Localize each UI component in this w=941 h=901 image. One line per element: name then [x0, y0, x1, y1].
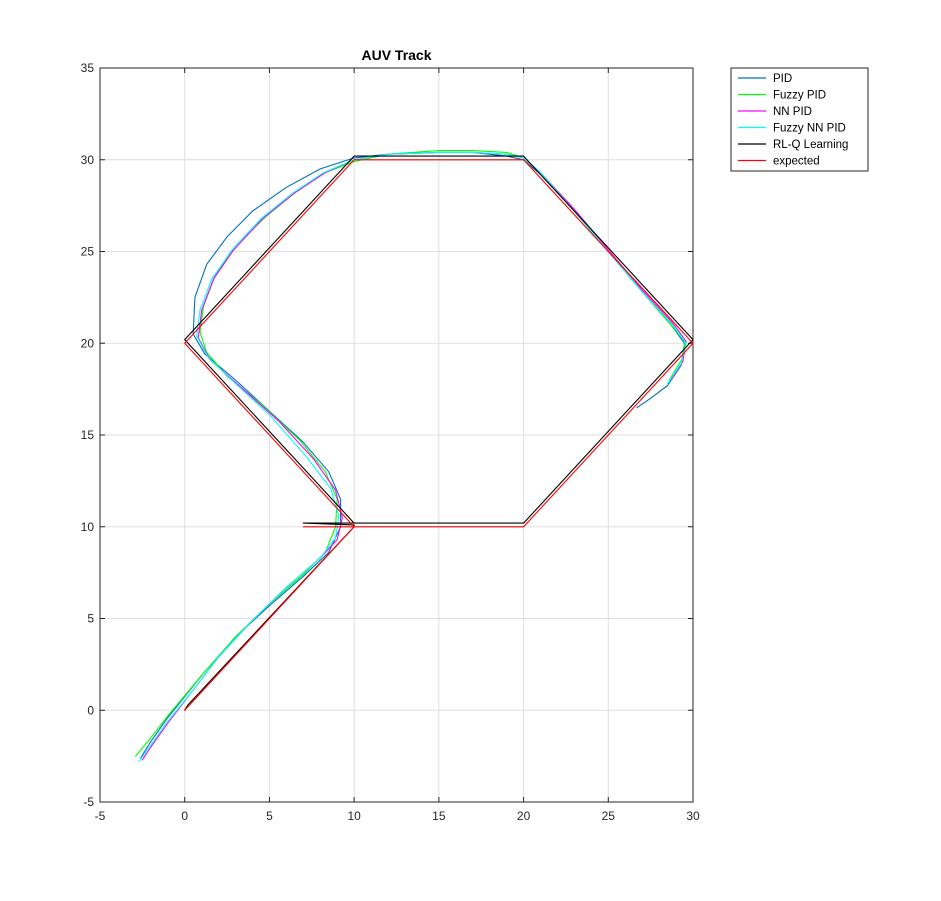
- legend-label-fuzzy-nn-pid: Fuzzy NN PID: [773, 123, 846, 135]
- axis-ticks: -5 0 5 10 15 20 25 30 -5 0 5 10 15 20 25 30 35: [81, 61, 700, 823]
- y-tick-label: -5: [83, 795, 94, 809]
- legend-label-pid: PID: [773, 73, 792, 85]
- x-tick-label: 15: [432, 809, 446, 823]
- data-series: [135, 150, 694, 763]
- series-line-expected: [184, 159, 694, 711]
- legend-label-fuzzy-pid: Fuzzy PID: [773, 90, 826, 102]
- y-tick-label: 5: [87, 612, 94, 626]
- y-tick-label: 20: [81, 336, 95, 350]
- y-tick-label: 15: [81, 428, 95, 442]
- x-tick-label: 25: [602, 809, 616, 823]
- x-tick-label: -5: [95, 809, 106, 823]
- x-tick-label: 30: [686, 809, 700, 823]
- y-tick-label: 25: [81, 245, 95, 259]
- y-tick-label: 10: [81, 520, 95, 534]
- x-tick-label: 20: [517, 809, 531, 823]
- legend-box: [730, 67, 869, 172]
- legend-label-nn-pid: NN PID: [773, 106, 812, 118]
- y-tick-label: 30: [81, 153, 95, 167]
- y-tick-label: 35: [81, 61, 95, 75]
- legend[interactable]: PID Fuzzy PID NN PID Fuzzy NN PID RL-Q Learn…: [730, 67, 869, 172]
- y-tick-label: 0: [87, 703, 94, 717]
- legend-label-rl-q-learning: RL-Q Learning: [773, 139, 848, 151]
- chart-title: AUV Track: [361, 47, 431, 63]
- x-tick-label: 10: [347, 809, 361, 823]
- x-tick-label: 5: [266, 809, 273, 823]
- x-tick-label: 0: [181, 809, 188, 823]
- legend-label-expected: expected: [773, 156, 820, 168]
